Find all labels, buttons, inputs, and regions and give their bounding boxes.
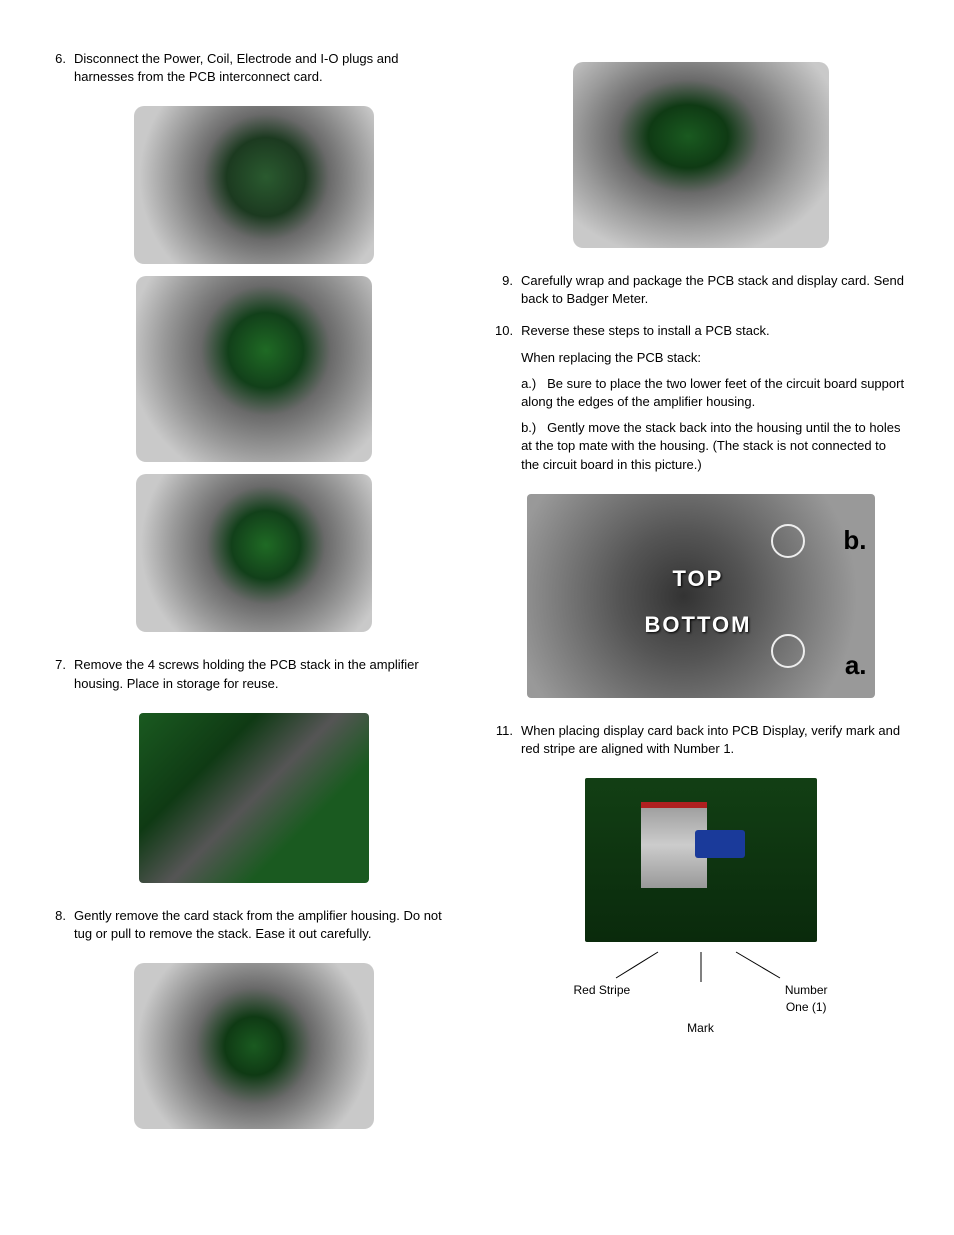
step-7-number: 7. bbox=[48, 656, 74, 700]
red-stripe bbox=[641, 802, 707, 808]
step-11-annotation: Red Stripe Number One (1) Mark bbox=[566, 948, 836, 1036]
step-11-number: 11. bbox=[495, 722, 521, 766]
figure-callout-b: b. bbox=[843, 522, 866, 558]
step-7-text: Remove the 4 screws holding the PCB stac… bbox=[74, 656, 459, 692]
step-9-text: Carefully wrap and package the PCB stack… bbox=[521, 272, 906, 308]
label-number-one-line1: Number bbox=[785, 983, 828, 997]
step-10-number: 10. bbox=[495, 322, 521, 481]
step-10-a-text: Be sure to place the two lower feet of t… bbox=[521, 376, 904, 409]
step-8-image-continued bbox=[573, 62, 829, 248]
step-10-sub-a: a.) Be sure to place the two lower feet … bbox=[521, 375, 906, 411]
label-red-stripe: Red Stripe bbox=[574, 982, 631, 1016]
step-10-a-label: a.) bbox=[521, 376, 536, 391]
step-10-text: Reverse these steps to install a PCB sta… bbox=[521, 322, 906, 340]
step-9: 9. Carefully wrap and package the PCB st… bbox=[495, 272, 906, 316]
step-6-image-1 bbox=[134, 106, 374, 264]
step-6-image-3 bbox=[136, 474, 372, 632]
step-7-image bbox=[139, 713, 369, 883]
connector bbox=[695, 830, 745, 858]
figure-label-top: TOP bbox=[673, 564, 724, 595]
figure-callout-a: a. bbox=[845, 647, 867, 683]
callout-circle-b bbox=[771, 524, 805, 558]
step-7: 7. Remove the 4 screws holding the PCB s… bbox=[48, 656, 459, 700]
step-8-image bbox=[134, 963, 374, 1129]
annotation-lines bbox=[566, 948, 836, 982]
step-6: 6. Disconnect the Power, Coil, Electrode… bbox=[48, 50, 459, 94]
step-10-b-text: Gently move the stack back into the hous… bbox=[521, 420, 900, 471]
step-8: 8. Gently remove the card stack from the… bbox=[48, 907, 459, 951]
right-column: 9. Carefully wrap and package the PCB st… bbox=[495, 50, 906, 1153]
step-6-image-2 bbox=[136, 276, 372, 462]
step-8-number: 8. bbox=[48, 907, 74, 951]
label-number-one-line2: One (1) bbox=[786, 1000, 827, 1014]
step-8-text: Gently remove the card stack from the am… bbox=[74, 907, 459, 943]
step-10-image: TOP BOTTOM b. a. bbox=[527, 494, 875, 698]
step-10-sub-b: b.) Gently move the stack back into the … bbox=[521, 419, 906, 474]
step-10-b-label: b.) bbox=[521, 420, 536, 435]
left-column: 6. Disconnect the Power, Coil, Electrode… bbox=[48, 50, 459, 1153]
step-6-text: Disconnect the Power, Coil, Electrode an… bbox=[74, 50, 459, 86]
step-11-text: When placing display card back into PCB … bbox=[521, 722, 906, 758]
figure-label-bottom: BOTTOM bbox=[645, 610, 752, 641]
step-9-number: 9. bbox=[495, 272, 521, 316]
callout-circle-a bbox=[771, 634, 805, 668]
step-10: 10. Reverse these steps to install a PCB… bbox=[495, 322, 906, 481]
step-6-number: 6. bbox=[48, 50, 74, 94]
step-11: 11. When placing display card back into … bbox=[495, 722, 906, 766]
step-10-intro: When replacing the PCB stack: bbox=[521, 349, 906, 367]
step-11-image bbox=[585, 778, 817, 942]
label-mark: Mark bbox=[566, 1020, 836, 1037]
two-column-layout: 6. Disconnect the Power, Coil, Electrode… bbox=[48, 50, 906, 1153]
